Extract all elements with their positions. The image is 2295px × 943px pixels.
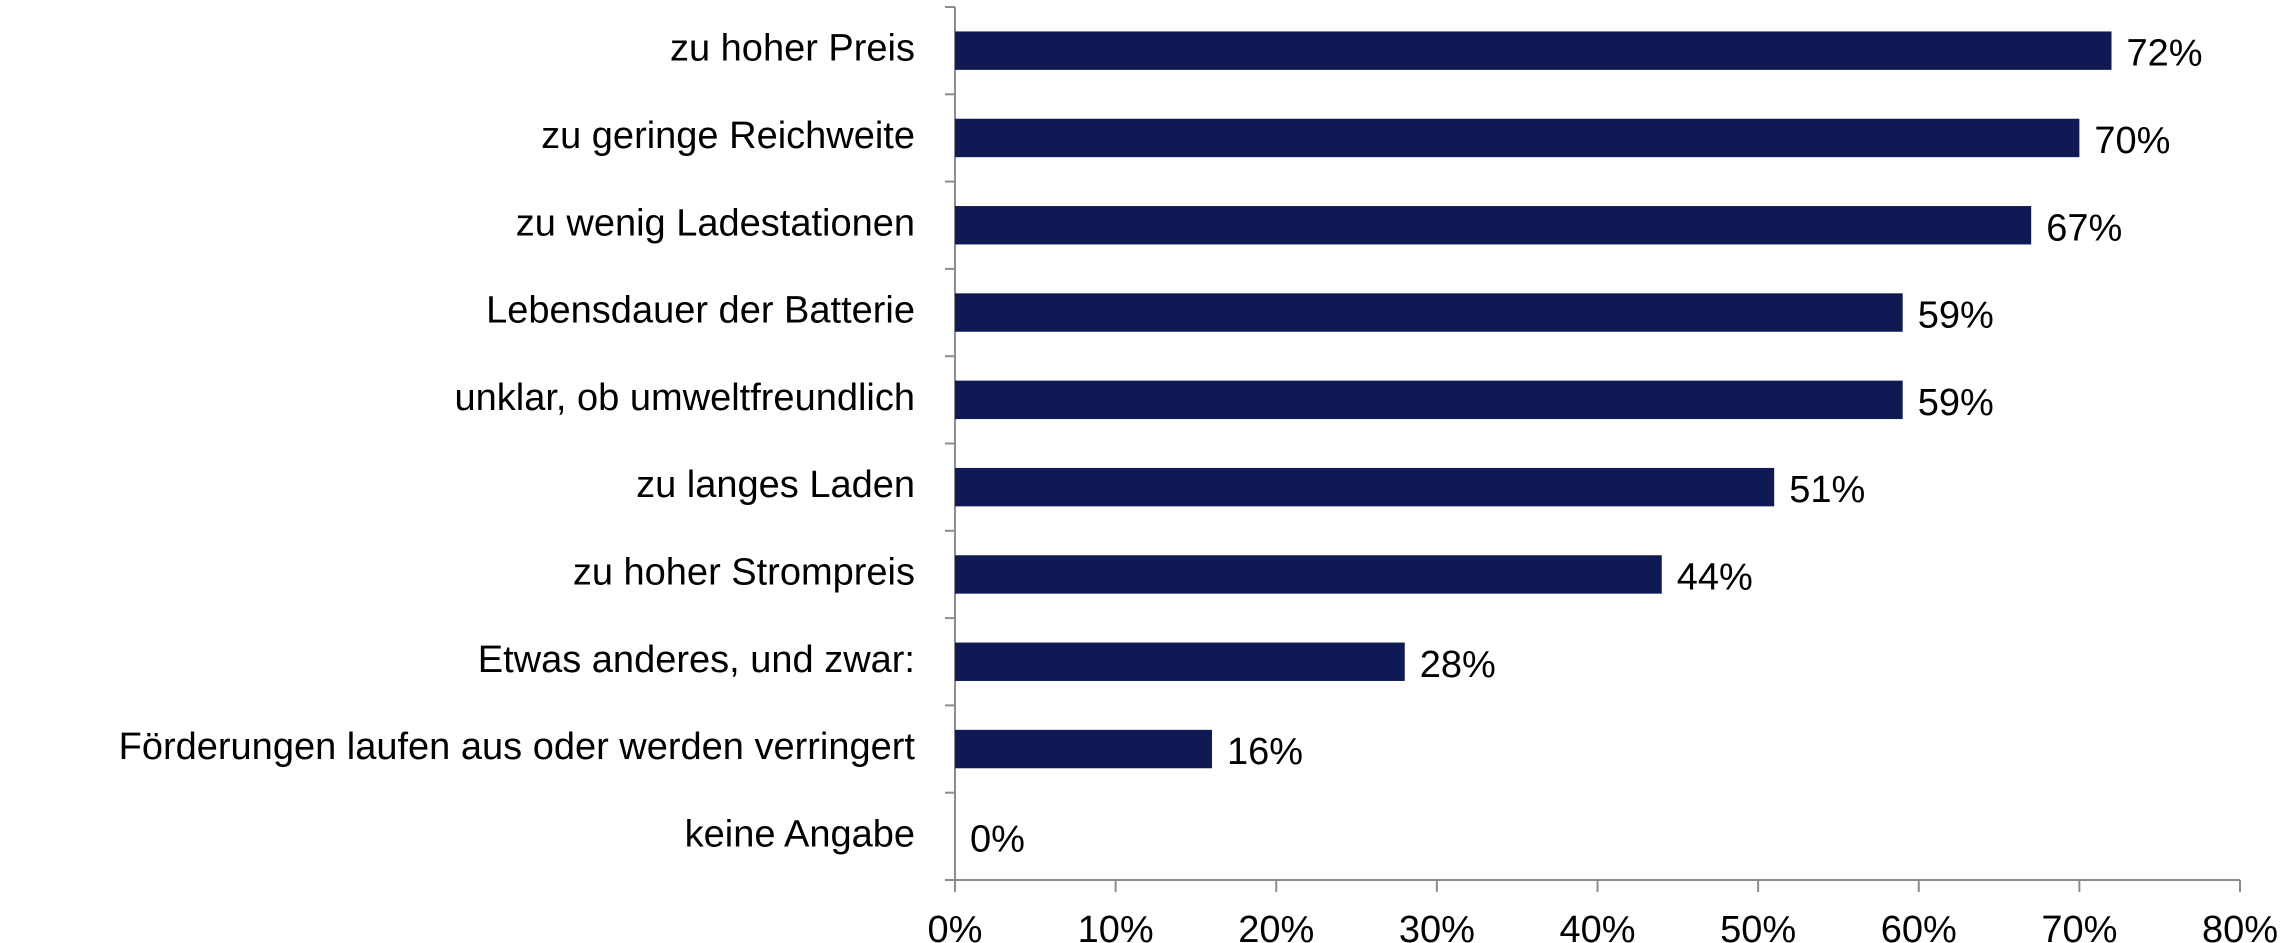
y-tick-label: zu langes Laden xyxy=(636,464,915,506)
bar xyxy=(955,467,1775,507)
value-label: 28% xyxy=(1420,644,1496,686)
y-tick-label: Etwas anderes, und zwar: xyxy=(478,639,915,681)
value-label: 67% xyxy=(2046,207,2122,249)
bar xyxy=(955,642,1405,681)
x-tick-label: 60% xyxy=(1881,909,1957,943)
x-tick-label: 0% xyxy=(928,909,983,943)
x-tick-label: 50% xyxy=(1720,909,1796,943)
x-tick-label: 40% xyxy=(1559,909,1635,943)
value-label: 0% xyxy=(970,818,1025,860)
value-label: 59% xyxy=(1918,382,1994,424)
x-tick-label: 70% xyxy=(2041,909,2117,943)
value-label: 72% xyxy=(2127,33,2203,75)
y-tick-label: zu geringe Reichweite xyxy=(541,115,915,157)
x-tick-label: 10% xyxy=(1078,909,1154,943)
x-tick-label: 30% xyxy=(1399,909,1475,943)
bar xyxy=(955,206,2032,245)
y-tick-label: keine Angabe xyxy=(685,813,915,855)
bar xyxy=(955,380,1903,420)
bar xyxy=(955,555,1662,594)
x-tick-label: 20% xyxy=(1238,909,1314,943)
y-tick-label: Lebensdauer der Batterie xyxy=(486,290,915,332)
value-label: 51% xyxy=(1789,469,1865,511)
value-label: 44% xyxy=(1677,556,1753,598)
y-tick-label: zu wenig Ladestationen xyxy=(516,202,915,244)
value-label: 70% xyxy=(2094,120,2170,162)
value-label: 16% xyxy=(1227,731,1303,773)
y-tick-label: zu hoher Strompreis xyxy=(573,551,915,593)
bar xyxy=(955,293,1903,332)
value-label: 59% xyxy=(1918,295,1994,337)
y-tick-label: unklar, ob umweltfreundlich xyxy=(455,377,915,419)
x-tick-label: 80% xyxy=(2202,909,2278,943)
bar xyxy=(955,118,2080,158)
bar xyxy=(955,31,2112,70)
bar xyxy=(955,729,1212,769)
y-tick-label: zu hoher Preis xyxy=(670,28,915,70)
y-tick-label: Förderungen laufen aus oder werden verri… xyxy=(119,726,916,768)
